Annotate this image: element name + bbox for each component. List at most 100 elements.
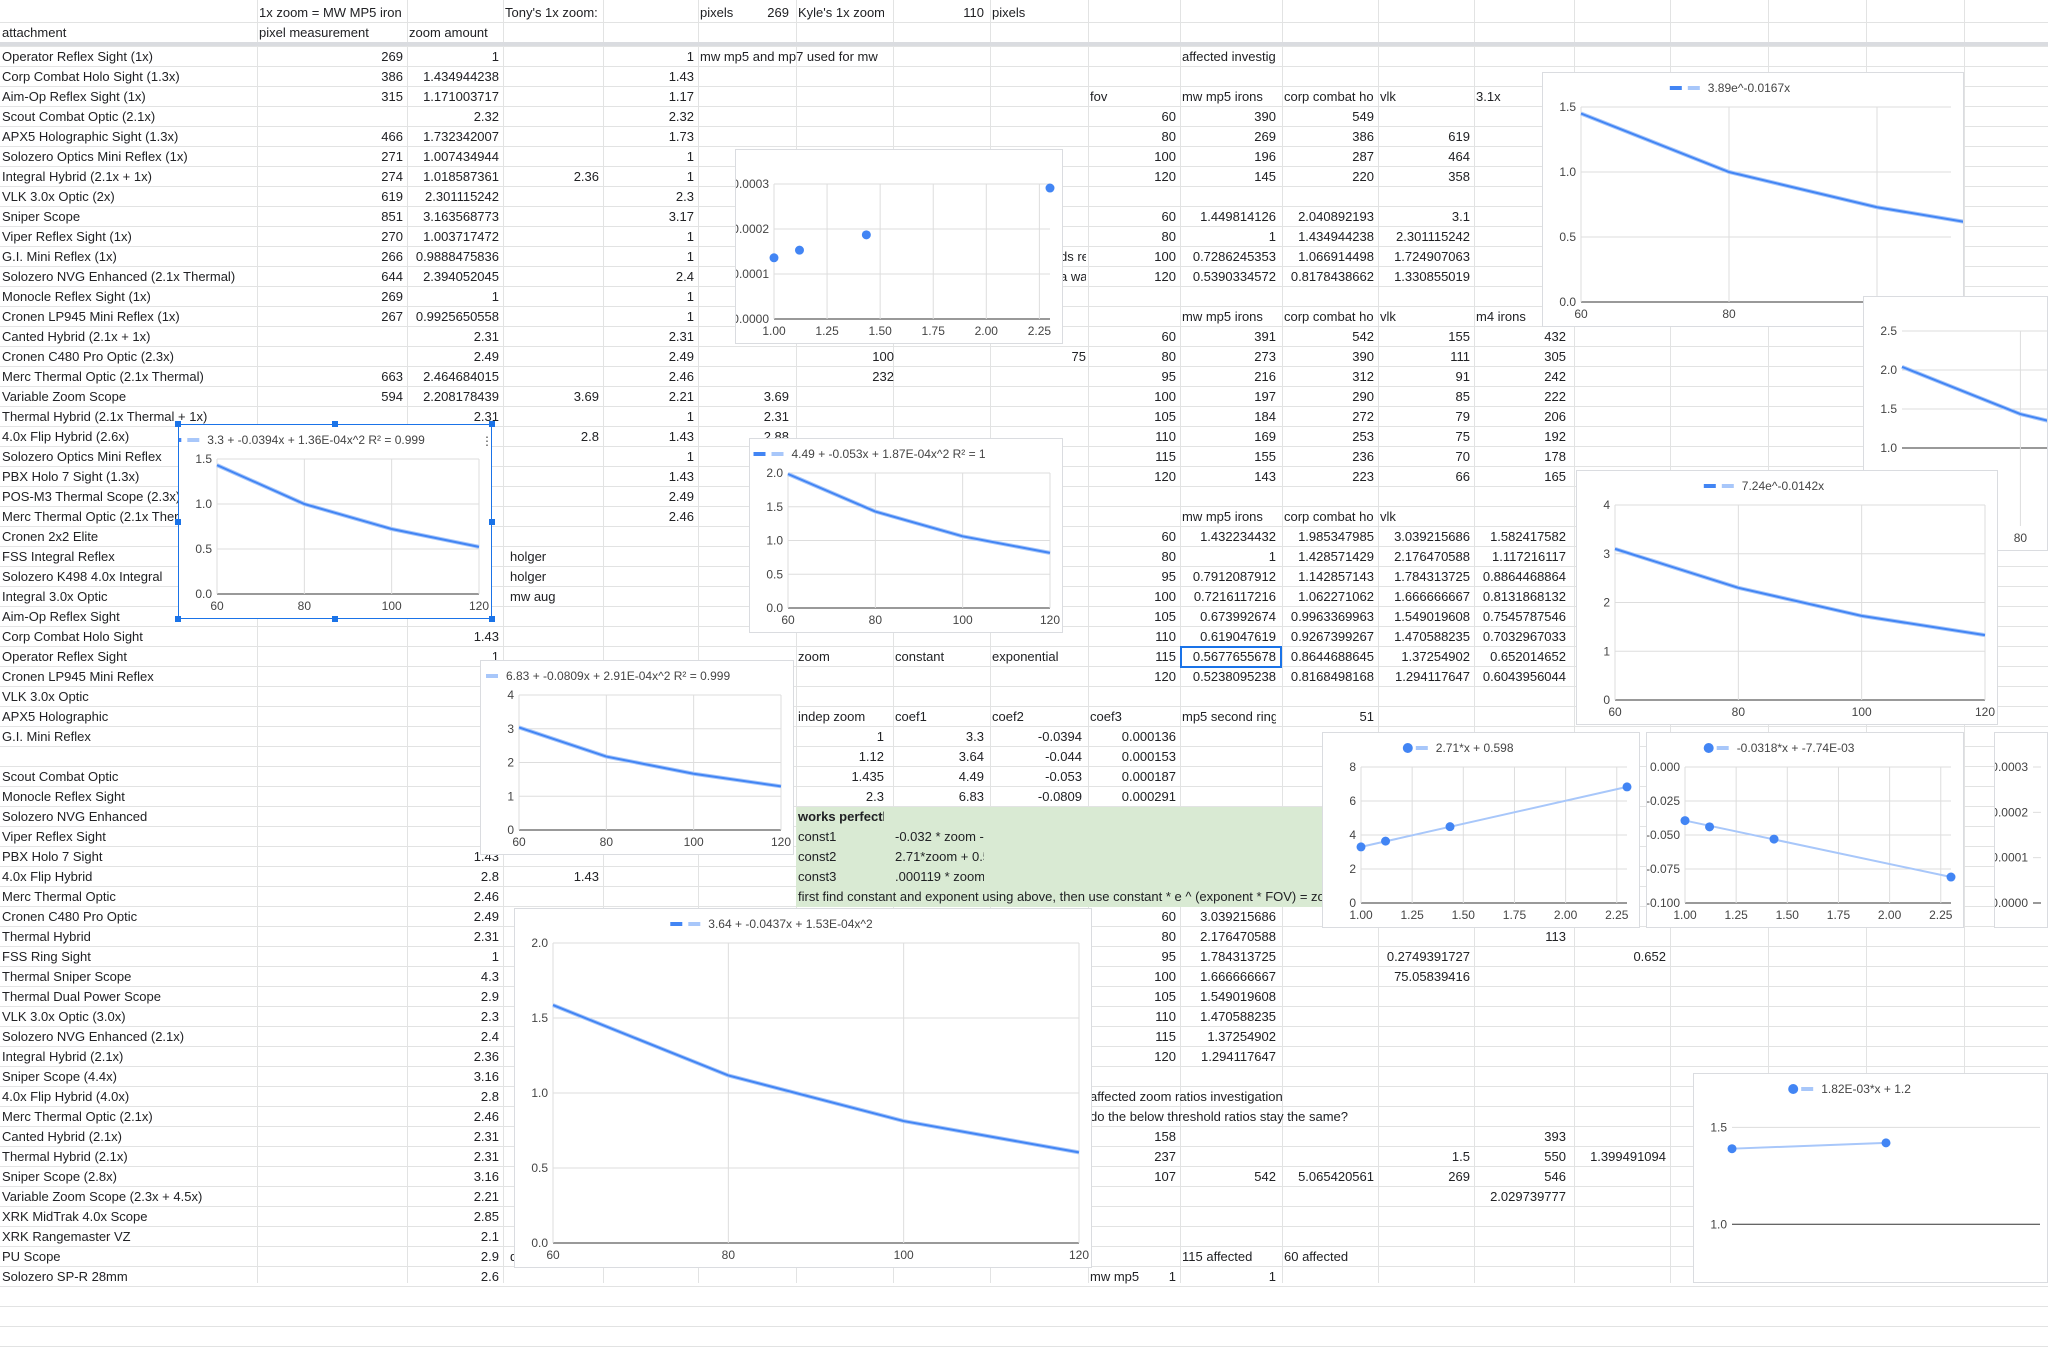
cell[interactable]: 1.43	[573, 869, 599, 884]
cell[interactable]: 120	[1154, 669, 1176, 684]
cell[interactable]: 120	[1154, 269, 1176, 284]
cell[interactable]: 51	[1359, 709, 1374, 724]
cell[interactable]: 2.4	[480, 1029, 499, 1044]
cell[interactable]: corp combat holo	[1284, 309, 1374, 324]
cell[interactable]: mw mp5 and mp7 used for mw	[700, 49, 878, 64]
cell[interactable]: works perfectly	[798, 809, 884, 824]
cell[interactable]: 0.619047619	[1200, 629, 1276, 644]
cell[interactable]: 60 affected	[1284, 1249, 1349, 1264]
cell[interactable]: 2.31	[473, 929, 499, 944]
cell[interactable]: mw mp5	[1090, 1269, 1140, 1284]
cell[interactable]: 312	[1352, 369, 1374, 384]
cell[interactable]: Solozero NVG Enhanced (2.1x)	[2, 1029, 185, 1044]
cell[interactable]: mw aug	[510, 589, 556, 604]
cell[interactable]: const2	[798, 849, 837, 864]
cell[interactable]: 100	[1154, 149, 1176, 164]
cell[interactable]: pixels	[992, 5, 1026, 20]
cell[interactable]: 60	[1161, 209, 1176, 224]
cell[interactable]: APX5 Holographic	[2, 709, 109, 724]
cell[interactable]: 0.7912087912	[1192, 569, 1276, 584]
cell[interactable]: 269	[1448, 1169, 1470, 1184]
cell[interactable]: 2.464684015	[423, 369, 499, 384]
cell[interactable]: Canted Hybrid (2.1x + 1x)	[2, 329, 151, 344]
cell[interactable]: Monocle Reflex Sight	[2, 789, 125, 804]
cell[interactable]: 0.7216117216	[1193, 589, 1276, 604]
cell[interactable]: Merc Thermal Optic (2.1x)	[2, 1109, 153, 1124]
cell[interactable]: coef3	[1090, 709, 1122, 724]
cell[interactable]: 1.399491094	[1590, 1149, 1666, 1164]
cell[interactable]: 1.43	[668, 429, 694, 444]
cell[interactable]: PBX Holo 7 Sight (1.3x)	[2, 469, 140, 484]
cell[interactable]: constant	[895, 649, 945, 664]
cell[interactable]: Cronen LP945 Mini Reflex	[2, 669, 154, 684]
cell[interactable]: const3	[798, 869, 837, 884]
cell[interactable]: 269	[381, 49, 403, 64]
cell[interactable]: Viper Reflex Sight	[2, 829, 106, 844]
cell[interactable]: 1	[1268, 229, 1276, 244]
cell[interactable]: VLK 3.0x Optic	[2, 689, 89, 704]
exp-chart-1[interactable]: 0.00.51.01.560801003.89e^-0.0167x	[1542, 72, 1964, 327]
cell[interactable]: 272	[1352, 409, 1374, 424]
cell[interactable]: Cronen C480 Pro Optic	[2, 909, 138, 924]
cell[interactable]: Scout Combat Optic	[2, 769, 119, 784]
cell[interactable]: Merc Thermal Optic (2.1x Thermal)	[2, 369, 204, 384]
cell[interactable]: 105	[1154, 609, 1176, 624]
cell[interactable]: 2.208178439	[423, 389, 499, 404]
cell[interactable]: 386	[381, 69, 403, 84]
cell[interactable]: 2.49	[668, 489, 694, 504]
cell[interactable]: 1.784313725	[1394, 569, 1470, 584]
cell[interactable]: Cronen C480 Pro Optic (2.3x)	[2, 349, 174, 364]
cell[interactable]: indep zoom	[798, 709, 866, 724]
cell[interactable]: 0.000187	[1121, 769, 1176, 784]
cell[interactable]: Solozero K498 4.0x Integral	[2, 569, 163, 584]
cell[interactable]: 2.31	[668, 329, 694, 344]
cell[interactable]: 2.49	[473, 349, 499, 364]
cell[interactable]: 2.31	[763, 409, 789, 424]
cell[interactable]: 110	[1155, 1009, 1176, 1024]
cell[interactable]: Solozero NVG Enhanced	[2, 809, 148, 824]
cell[interactable]: 1.428571429	[1298, 549, 1374, 564]
cell[interactable]: 2.3	[865, 789, 884, 804]
cell[interactable]: Kyle's 1x zoom:	[798, 5, 884, 20]
cell[interactable]: holger	[510, 549, 547, 564]
cell[interactable]: 4.0x Flip Hybrid	[2, 869, 93, 884]
cell[interactable]: 3.17	[668, 209, 694, 224]
cell[interactable]: 1.43	[473, 629, 499, 644]
cell[interactable]: 2.46	[668, 509, 694, 524]
cell[interactable]: 1.37254902	[1401, 649, 1470, 664]
cell[interactable]: 2.31	[473, 409, 499, 424]
cell[interactable]: 0.652	[1633, 949, 1666, 964]
cell[interactable]: APX5 Holographic Sight (1.3x)	[2, 129, 179, 144]
cell[interactable]: 2.176470588	[1200, 929, 1276, 944]
cell[interactable]: 105	[1154, 989, 1176, 1004]
poly-chart-4[interactable]: 0.0 0.5 1.0 1.5 2.0 60 80 100 120 3.64 + -0.0437x…	[514, 908, 1092, 1268]
cell[interactable]: 542	[1254, 1169, 1276, 1184]
poly-chart-2[interactable]: 0.0 0.5 1.0 1.5 2.0 60 80 100 120 4.49 + -0.053x …	[749, 438, 1063, 633]
cell[interactable]: a wa	[1060, 269, 1086, 284]
cell[interactable]: 2.1	[480, 1229, 499, 1244]
cell[interactable]: 115 affected	[1182, 1249, 1253, 1264]
cell[interactable]: PBX Holo 7 Sight	[2, 849, 103, 864]
cell[interactable]: 1	[686, 169, 694, 184]
cell[interactable]: 2.49	[668, 349, 694, 364]
cell[interactable]: Integral Hybrid (2.1x)	[2, 1049, 124, 1064]
cell[interactable]: 80	[1161, 129, 1176, 144]
cell[interactable]: 113	[1545, 929, 1566, 944]
cell[interactable]: 1.732342007	[423, 129, 499, 144]
cell[interactable]: FSS Integral Reflex	[2, 549, 115, 564]
cell[interactable]: Thermal Hybrid (2.1x)	[2, 1149, 128, 1164]
cell[interactable]: zoom	[798, 649, 830, 664]
cell[interactable]: 2.32	[473, 109, 499, 124]
cell[interactable]: 0.5238095238	[1192, 669, 1276, 684]
cell[interactable]: 466	[381, 129, 403, 144]
cell[interactable]: 2.394052045	[423, 269, 499, 284]
cell[interactable]: 80	[1161, 549, 1176, 564]
cell[interactable]: 145	[1254, 169, 1276, 184]
cell[interactable]: 0.8168498168	[1290, 669, 1374, 684]
cell[interactable]: 1.666666667	[1394, 589, 1470, 604]
cell[interactable]: coef2	[992, 709, 1024, 724]
cell[interactable]: 1.117216117	[1492, 549, 1566, 564]
cell[interactable]: 115	[1155, 1029, 1176, 1044]
chart-menu-icon[interactable]: ⋮	[481, 434, 492, 448]
cell[interactable]: Variable Zoom Scope (2.3x + 4.5x)	[2, 1189, 203, 1204]
